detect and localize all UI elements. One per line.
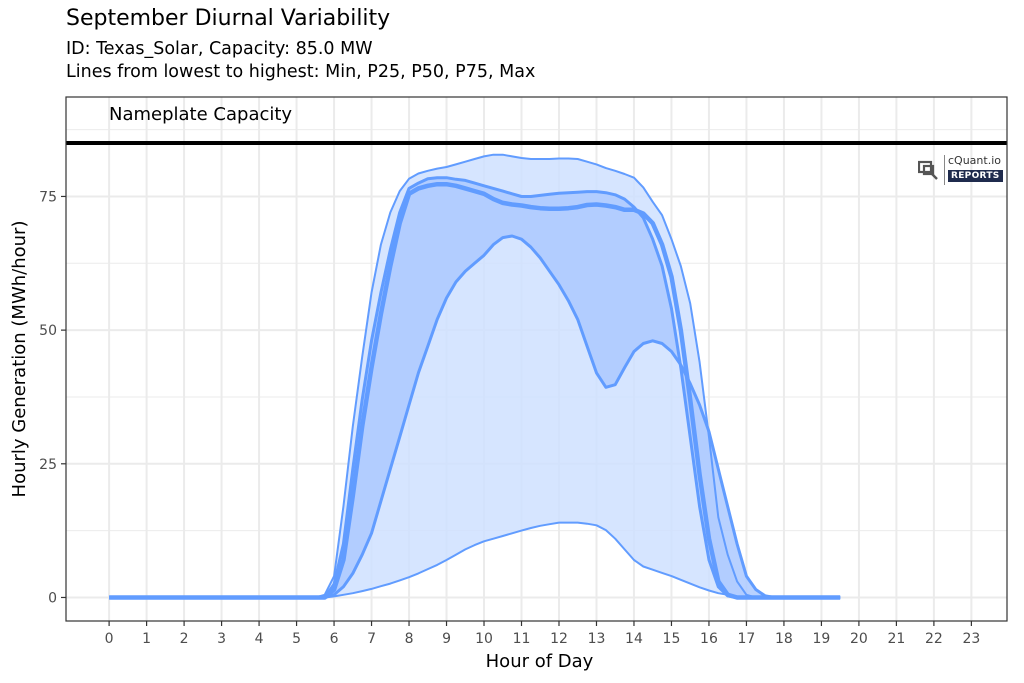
logo-brand: cQuant.io [948,154,1001,167]
line-p25 [109,234,841,599]
x-tick-label: 5 [292,631,301,647]
magnifier-logo-icon [918,160,938,180]
x-tick-label: 22 [925,631,943,647]
percentile-lines [109,153,841,600]
x-tick-label: 7 [367,631,376,647]
x-tick-label: 20 [850,631,868,647]
x-tick-label: 3 [217,631,226,647]
chart-subtitle-lines: Lines from lowest to highest: Min, P25, … [66,62,536,82]
y-tick-label: 75 [39,189,57,205]
x-tick-label: 1 [142,631,151,647]
chart-title: September Diurnal Variability [66,6,391,31]
x-axis-title: Hour of Day [486,651,594,672]
cquant-reports-logo: cQuant.io REPORTS [918,154,1004,187]
x-tick-label: 18 [775,631,793,647]
x-tick-label: 15 [663,631,681,647]
line-max [109,153,841,599]
y-tick-label: 0 [48,590,57,606]
x-tick-label: 23 [962,631,980,647]
y-tick-label: 25 [39,457,57,473]
x-tick-label: 8 [405,631,414,647]
nameplate-capacity-label: Nameplate Capacity [109,104,292,125]
x-tick-label: 14 [625,631,643,647]
x-tick-label: 17 [738,631,756,647]
line-p75 [109,176,841,599]
y-axis-title: Hourly Generation (MWh/hour) [9,221,30,498]
y-tick-label: 50 [39,323,57,339]
y-axis: 0 25 50 75 [39,189,66,606]
x-tick-label: 10 [475,631,493,647]
x-tick-label: 2 [180,631,189,647]
x-tick-label: 16 [700,631,718,647]
x-tick-label: 12 [550,631,568,647]
x-tick-label: 0 [105,631,114,647]
chart-subtitle-id: ID: Texas_Solar, Capacity: 85.0 MW [66,39,373,59]
x-axis: 0 1 2 3 4 5 6 7 8 9 10 11 12 13 14 15 16 17 18 19 20 21 22 23 [105,621,980,647]
logo-separator [944,155,945,185]
x-tick-label: 4 [255,631,264,647]
x-tick-label: 11 [513,631,531,647]
x-tick-label: 6 [330,631,339,647]
x-tick-label: 19 [813,631,831,647]
x-tick-label: 13 [588,631,606,647]
x-tick-label: 9 [442,631,451,647]
x-tick-label: 21 [887,631,905,647]
plot-panel-border [65,96,1008,622]
logo-badge: REPORTS [948,170,1003,182]
percentile-bands [109,154,841,598]
